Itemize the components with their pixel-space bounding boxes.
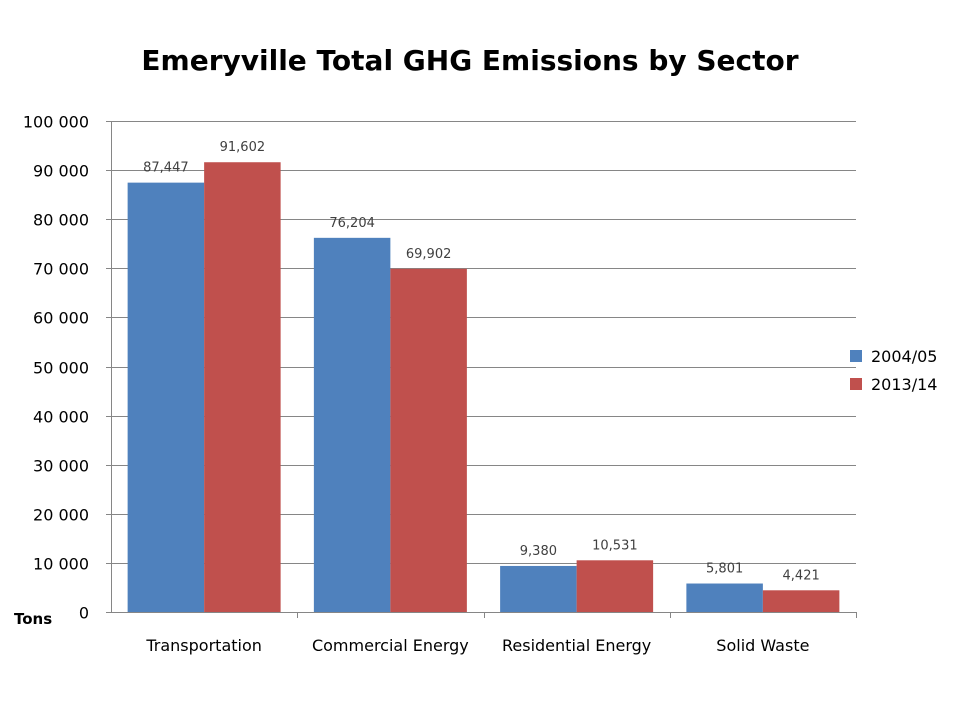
- bar: [500, 565, 577, 612]
- data-label: 91,602: [220, 140, 266, 155]
- chart-title: Emeryville Total GHG Emissions by Sector: [141, 44, 799, 77]
- legend-label: 2013/14: [871, 374, 938, 394]
- x-tick-label: Solid Waste: [716, 636, 809, 655]
- y-tick-label: 90 000: [33, 162, 89, 181]
- bar: [313, 237, 391, 612]
- y-tick-label: 70 000: [33, 260, 89, 279]
- legend-swatch: [850, 350, 862, 362]
- bar: [204, 162, 281, 612]
- bar: [127, 182, 205, 612]
- y-tick-label: 40 000: [33, 408, 89, 427]
- x-tick-label: Residential Energy: [502, 636, 651, 655]
- legend-item-series-1: 2013/14: [850, 370, 937, 398]
- y-tick-label: 10 000: [33, 555, 89, 574]
- y-tick-label: 30 000: [33, 457, 89, 476]
- legend-swatch: [850, 378, 862, 390]
- legend: 2004/05 2013/14: [850, 342, 937, 398]
- data-label: 69,902: [406, 247, 452, 262]
- data-label: 9,380: [520, 544, 557, 559]
- bar: [686, 583, 763, 612]
- y-tick-label: 60 000: [33, 309, 89, 328]
- data-label: 5,801: [706, 562, 743, 577]
- legend-item-series-0: 2004/05: [850, 342, 937, 370]
- y-tick-label: 80 000: [33, 211, 89, 230]
- y-axis-label: Tons: [14, 610, 53, 628]
- legend-label: 2004/05: [871, 346, 938, 366]
- bar: [390, 268, 467, 612]
- data-label: 10,531: [592, 538, 638, 553]
- bar: [762, 590, 840, 612]
- y-tick-label: 0: [79, 604, 89, 623]
- y-tick-label: 100 000: [23, 113, 89, 132]
- data-label: 4,421: [783, 568, 820, 583]
- data-label: 87,447: [143, 161, 189, 176]
- y-tick-label: 20 000: [33, 506, 89, 525]
- x-tick-label: Transportation: [145, 636, 262, 655]
- bar: [576, 560, 654, 612]
- y-tick-label: 50 000: [33, 359, 89, 378]
- x-tick-label: Commercial Energy: [312, 636, 469, 655]
- data-label: 76,204: [329, 216, 375, 231]
